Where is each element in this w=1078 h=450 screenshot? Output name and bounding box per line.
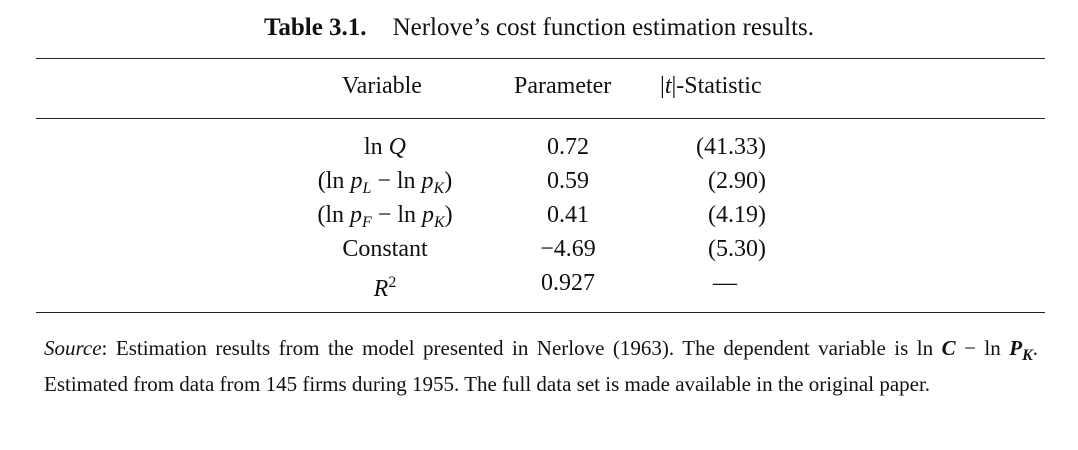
parameter-cell: 0.41 [547, 202, 589, 228]
variable-cell: Constant [342, 236, 428, 262]
parameter-cell: −4.69 [540, 236, 596, 262]
table-body: ln Q 0.72 (41.33) (ln pL − ln pK) 0.59 (… [0, 130, 1078, 302]
source-text-2: . Estimated from data from 145 firms dur… [44, 336, 1038, 396]
variable-cell: (ln pL − ln pK) [317, 168, 453, 197]
parameter-cell: 0.927 [541, 270, 595, 296]
table-title: Nerlove’s cost function estimation resul… [392, 14, 815, 41]
table-row: (ln pL − ln pK) 0.59 (2.90) [0, 164, 1078, 198]
header-rule [36, 118, 1045, 119]
table-number: Table 3.1. [263, 14, 367, 41]
top-rule [36, 58, 1045, 59]
variable-cell: ln Q [363, 134, 406, 160]
table-row: R2 0.927 — [0, 266, 1078, 302]
table-source-note: Source: Estimation results from the mode… [44, 334, 1038, 398]
t-statistic-cell: (5.30) [708, 236, 766, 262]
table-caption: Table 3.1. Nerlove’s cost function estima… [0, 12, 1078, 44]
source-label: Source [44, 336, 102, 360]
source-text-1: : Estimation results from the model pres… [101, 336, 909, 360]
header-t-statistic: |t|-Statistic [660, 73, 762, 99]
t-statistic-cell: — [713, 270, 737, 296]
table-row: ln Q 0.72 (41.33) [0, 130, 1078, 164]
table-row: (ln pF − ln pK) 0.41 (4.19) [0, 198, 1078, 232]
header-parameter: Parameter [514, 73, 612, 99]
parameter-cell: 0.72 [547, 134, 589, 160]
variable-cell: R2 [373, 274, 397, 302]
header-variable: Variable [342, 73, 422, 99]
parameter-cell: 0.59 [547, 168, 589, 194]
t-statistic-cell: (41.33) [696, 134, 766, 160]
t-statistic-cell: (2.90) [708, 168, 766, 194]
dependent-variable: ln C − ln PK [916, 336, 1033, 364]
t-statistic-cell: (4.19) [708, 202, 766, 228]
variable-cell: (ln pF − ln pK) [317, 202, 453, 231]
bottom-rule [36, 312, 1045, 313]
table-row: Constant −4.69 (5.30) [0, 232, 1078, 266]
